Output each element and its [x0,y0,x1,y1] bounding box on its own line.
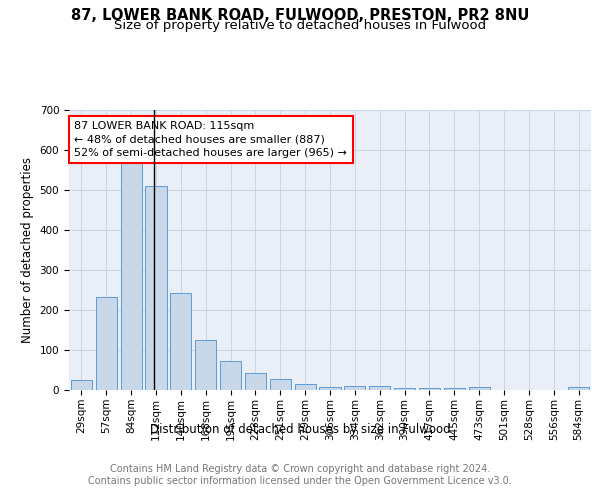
Bar [319,387,341,390]
Bar [469,387,490,390]
Text: Distribution of detached houses by size in Fulwood: Distribution of detached houses by size … [149,422,451,436]
Bar [295,384,316,390]
Bar [170,293,191,390]
Bar [195,340,216,390]
Bar [419,388,440,390]
Bar [220,361,241,390]
Text: 87 LOWER BANK ROAD: 115sqm
← 48% of detached houses are smaller (887)
52% of sem: 87 LOWER BANK ROAD: 115sqm ← 48% of deta… [74,121,347,158]
Bar [121,160,142,390]
Bar [96,297,117,390]
Bar [394,388,415,390]
Bar [71,380,92,390]
Bar [444,388,465,390]
Bar [344,386,365,390]
Text: Contains HM Land Registry data © Crown copyright and database right 2024.
Contai: Contains HM Land Registry data © Crown c… [88,464,512,485]
Bar [568,387,589,390]
Bar [245,373,266,390]
Text: Size of property relative to detached houses in Fulwood: Size of property relative to detached ho… [114,19,486,32]
Bar [145,186,167,390]
Bar [270,379,291,390]
Y-axis label: Number of detached properties: Number of detached properties [21,157,34,343]
Text: 87, LOWER BANK ROAD, FULWOOD, PRESTON, PR2 8NU: 87, LOWER BANK ROAD, FULWOOD, PRESTON, P… [71,8,529,22]
Bar [369,386,390,390]
